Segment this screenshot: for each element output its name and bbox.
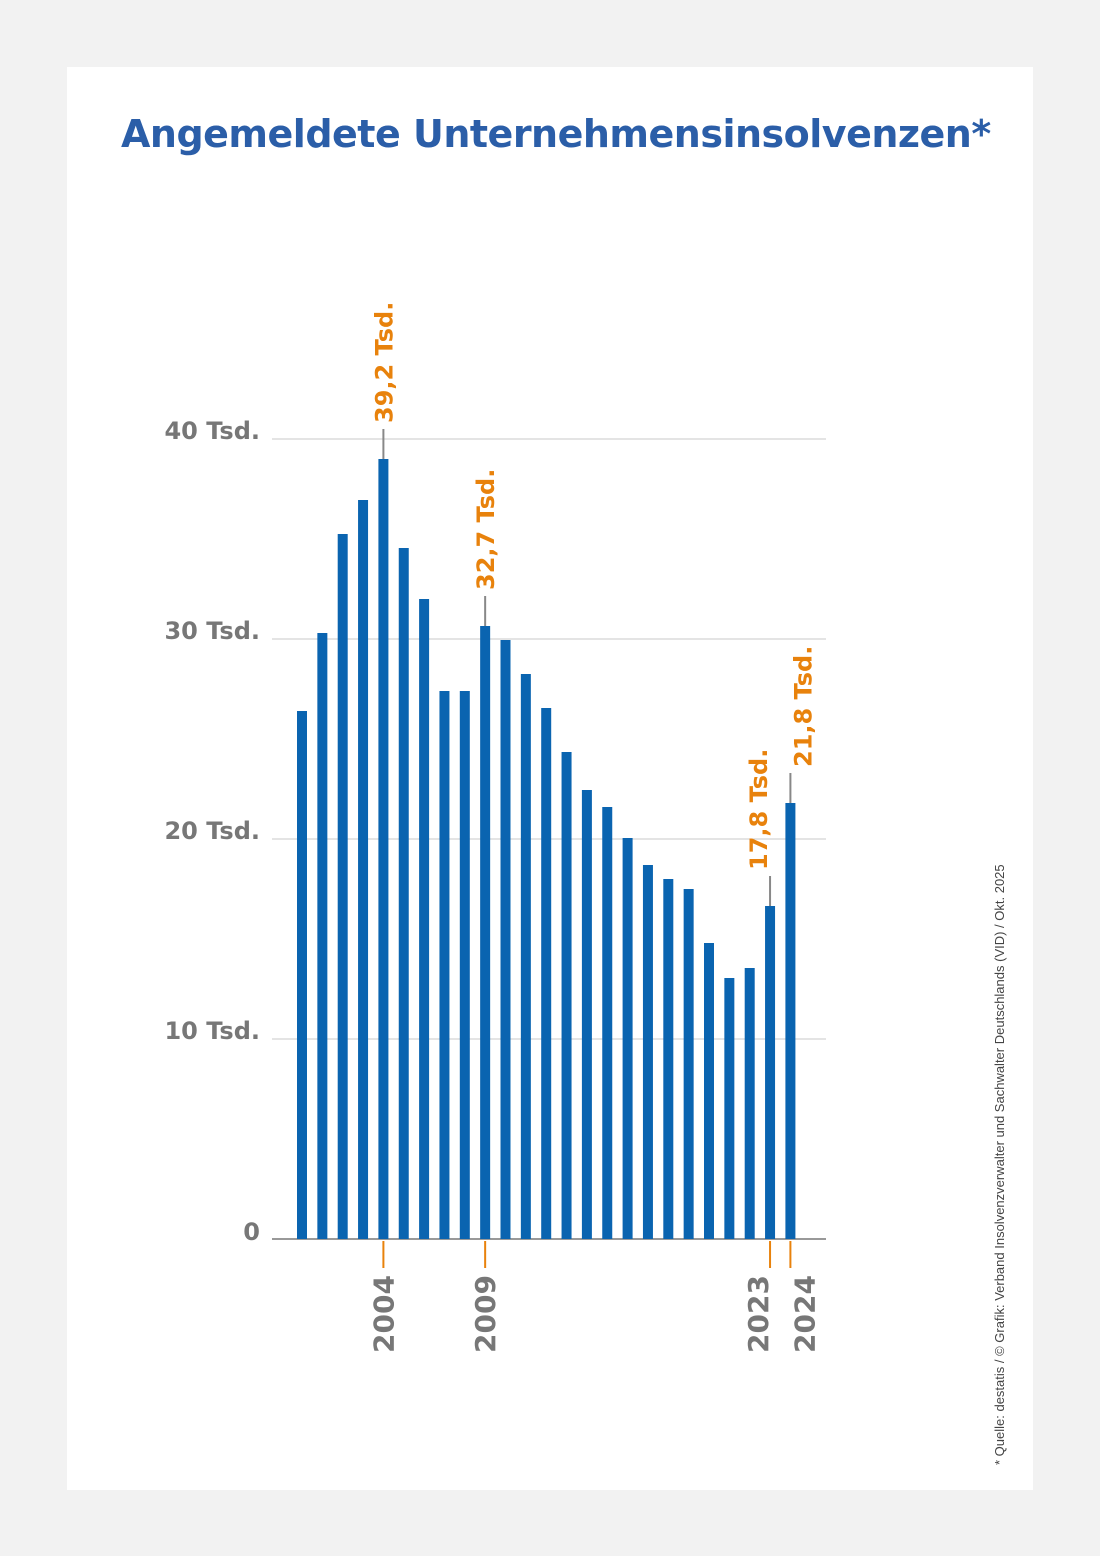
bar-2012 xyxy=(541,708,552,1239)
bar-2005 xyxy=(398,548,409,1239)
bar-2016 xyxy=(622,838,633,1239)
bar-2017 xyxy=(642,865,653,1239)
bar-2020 xyxy=(704,943,714,1239)
data-label-2009: 32,7 Tsd. xyxy=(472,469,500,590)
data-label-2024: 21,8 Tsd. xyxy=(789,646,817,767)
bar-2001 xyxy=(317,633,328,1239)
x-tick-label: 2024 xyxy=(788,1275,821,1353)
bar-2018 xyxy=(663,879,674,1239)
data-label-2023: 17,8 Tsd. xyxy=(745,749,773,870)
y-tick-label: 20 Tsd. xyxy=(164,817,260,845)
bar-2013 xyxy=(561,752,572,1239)
bar-2010 xyxy=(500,640,511,1239)
bar-2004 xyxy=(378,459,389,1239)
bar-2022 xyxy=(744,968,755,1239)
bar-2024 xyxy=(785,803,796,1239)
chart-title: Angemeldete Unternehmensinsolvenzen* xyxy=(121,112,991,156)
bar-2009 xyxy=(480,626,491,1239)
y-tick-label: 0 xyxy=(243,1218,260,1246)
bar-2023 xyxy=(765,906,776,1239)
y-tick-label: 10 Tsd. xyxy=(164,1017,260,1045)
data-label-2004: 39,2 Tsd. xyxy=(370,302,398,423)
bar-2015 xyxy=(602,807,613,1239)
x-tick-label: 2004 xyxy=(367,1275,400,1353)
bar-2000 xyxy=(297,711,307,1239)
bar-2021 xyxy=(724,978,735,1239)
bar-2014 xyxy=(581,790,592,1239)
bar-2003 xyxy=(358,500,369,1239)
bar-2002 xyxy=(337,534,348,1239)
y-tick-label: 30 Tsd. xyxy=(164,617,260,645)
bar-2011 xyxy=(520,674,531,1239)
bar-2008 xyxy=(459,691,470,1239)
source-note: * Quelle: destatis / © Grafik: Verband I… xyxy=(992,864,1007,1465)
bar-2006 xyxy=(419,599,430,1239)
y-tick-label: 40 Tsd. xyxy=(164,417,260,445)
x-tick-label: 2009 xyxy=(469,1275,502,1353)
x-tick-label: 2023 xyxy=(742,1275,775,1353)
bar-2019 xyxy=(683,889,694,1239)
bar-2007 xyxy=(439,691,450,1239)
